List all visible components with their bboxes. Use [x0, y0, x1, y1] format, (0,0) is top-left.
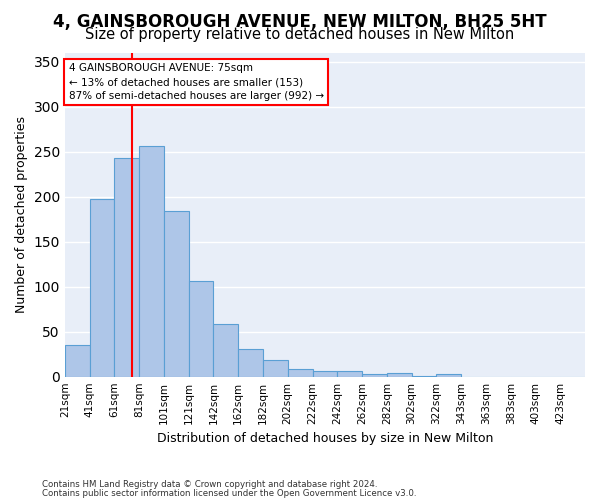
Bar — [115, 158, 139, 376]
Text: 4, GAINSBOROUGH AVENUE, NEW MILTON, BH25 5HT: 4, GAINSBOROUGH AVENUE, NEW MILTON, BH25… — [53, 12, 547, 30]
Text: Contains HM Land Registry data © Crown copyright and database right 2024.: Contains HM Land Registry data © Crown c… — [42, 480, 377, 489]
Bar — [188, 281, 214, 376]
Bar — [164, 211, 188, 376]
Text: Contains public sector information licensed under the Open Government Licence v3: Contains public sector information licen… — [42, 488, 416, 498]
Bar — [214, 324, 238, 376]
Bar — [263, 360, 288, 376]
Bar — [288, 368, 313, 376]
Bar — [436, 374, 461, 376]
Bar — [337, 372, 362, 376]
Text: Size of property relative to detached houses in New Milton: Size of property relative to detached ho… — [85, 28, 515, 42]
Y-axis label: Number of detached properties: Number of detached properties — [15, 116, 28, 313]
Bar — [139, 146, 164, 376]
Bar — [362, 374, 387, 376]
Bar — [313, 372, 337, 376]
Bar — [65, 345, 89, 376]
X-axis label: Distribution of detached houses by size in New Milton: Distribution of detached houses by size … — [157, 432, 493, 445]
Text: 4 GAINSBOROUGH AVENUE: 75sqm
← 13% of detached houses are smaller (153)
87% of s: 4 GAINSBOROUGH AVENUE: 75sqm ← 13% of de… — [68, 64, 323, 102]
Bar — [387, 373, 412, 376]
Bar — [89, 200, 115, 376]
Bar — [238, 349, 263, 376]
